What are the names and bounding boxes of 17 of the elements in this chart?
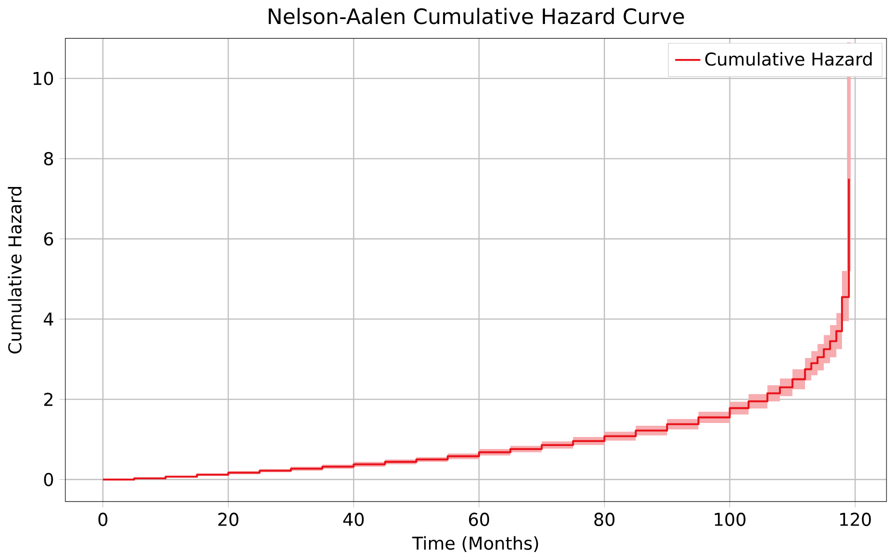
y-tick-label: 10	[34, 72, 54, 86]
x-tick-label: 40	[343, 512, 364, 526]
legend-label: Cumulative Hazard	[705, 52, 872, 66]
x-tick-label: 80	[594, 512, 614, 526]
y-tick-label: 2	[44, 392, 52, 406]
x-tick-label: 120	[840, 512, 871, 526]
y-tick-label: 0	[44, 472, 54, 486]
y-tick-label: 4	[44, 312, 54, 326]
chart-title: Nelson-Aalen Cumulative Hazard Curve	[268, 8, 684, 24]
y-axis-title: Cumulative Hazard	[8, 187, 22, 354]
x-tick-label: 20	[218, 512, 238, 526]
y-tick-label: 8	[44, 152, 53, 166]
x-tick-label: 0	[98, 512, 108, 526]
x-tick-label: 100	[714, 512, 746, 526]
x-axis-title: Time (Months)	[412, 536, 538, 552]
y-tick-label: 6	[44, 232, 54, 246]
x-tick-label: 60	[468, 512, 490, 526]
